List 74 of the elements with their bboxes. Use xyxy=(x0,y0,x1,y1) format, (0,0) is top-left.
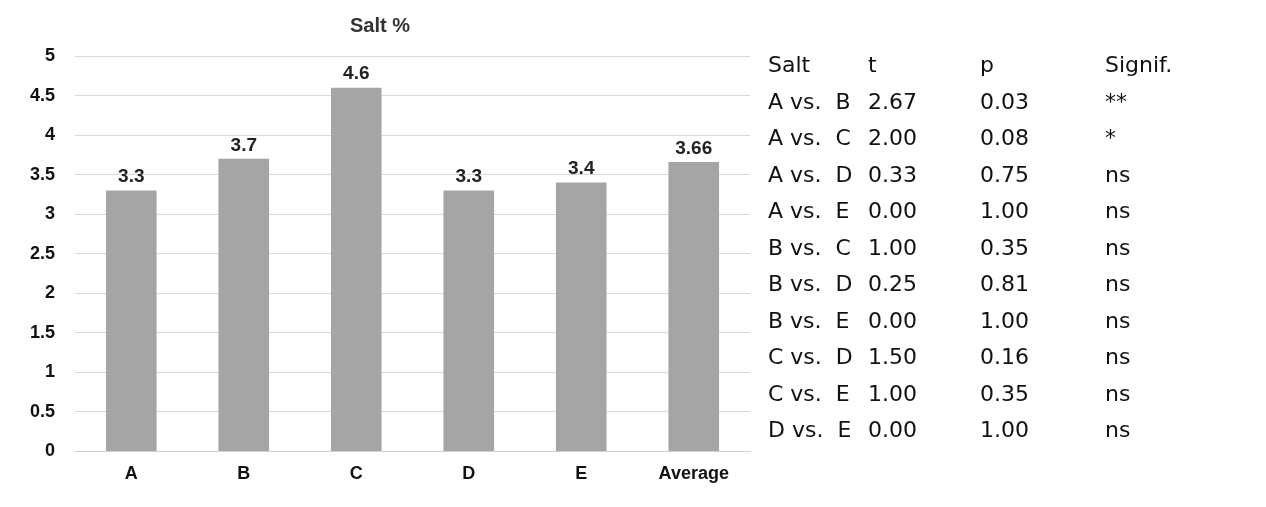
x-tick-label: A xyxy=(124,463,138,484)
text: A vs. E xyxy=(768,198,851,225)
text: 0.00 xyxy=(868,307,918,335)
text: B vs. D xyxy=(768,271,854,298)
text: 0.35 xyxy=(980,380,1030,408)
text: C vs. D xyxy=(768,344,854,371)
text: 0.00 xyxy=(868,417,918,444)
x-tick-label: Average xyxy=(658,463,729,484)
y-tick-label: 3 xyxy=(45,203,56,224)
chart-title: Salt % xyxy=(349,13,411,36)
text: ns xyxy=(1105,198,1132,225)
text: 0.00 xyxy=(868,198,918,225)
text: 0.81 xyxy=(980,271,1030,298)
text: ns xyxy=(1105,417,1132,444)
text: p xyxy=(980,52,995,79)
text: Signif. xyxy=(1105,52,1174,79)
bar xyxy=(105,190,157,451)
text: A vs. D xyxy=(768,161,854,189)
text: 1.00 xyxy=(980,417,1030,444)
bar xyxy=(218,158,270,451)
x-tick-label: D xyxy=(462,463,476,484)
data-label: 3.3 xyxy=(455,165,482,187)
x-tick-label: B xyxy=(237,463,251,484)
y-tick-label: 3.5 xyxy=(29,163,56,184)
text: A vs. C xyxy=(768,125,852,152)
text: ns xyxy=(1105,234,1132,262)
y-tick-label: 5 xyxy=(45,44,56,65)
text: 2.67 xyxy=(868,88,918,116)
x-tick-label: C xyxy=(349,463,363,484)
text: ns xyxy=(1105,307,1132,335)
text: C vs. E xyxy=(768,380,851,408)
y-tick-label: 0 xyxy=(45,440,56,461)
text: 0.08 xyxy=(980,125,1030,152)
text: D vs. E xyxy=(768,417,853,444)
x-tick-label: E xyxy=(575,463,588,484)
bar xyxy=(330,87,382,451)
text: 0.33 xyxy=(868,161,918,189)
bar xyxy=(555,182,607,451)
text: t xyxy=(868,52,878,79)
y-tick-label: 1 xyxy=(45,361,56,382)
y-tick-label: 4.5 xyxy=(29,84,56,105)
text: B vs. E xyxy=(768,307,851,335)
text: ns xyxy=(1105,271,1132,298)
text: A vs. B xyxy=(768,88,852,116)
text: * xyxy=(1105,125,1117,152)
y-tick-label: 2.5 xyxy=(29,242,56,263)
bar xyxy=(668,161,720,451)
text: Salt xyxy=(768,52,812,79)
y-tick-label: 1.5 xyxy=(29,321,56,342)
text: 2.00 xyxy=(868,125,918,152)
text: 0.16 xyxy=(980,344,1030,371)
text: 0.35 xyxy=(980,234,1030,262)
text: 1.00 xyxy=(868,380,918,408)
text: 1.00 xyxy=(980,307,1030,335)
data-label: 3.3 xyxy=(118,165,145,187)
data-label: 3.7 xyxy=(230,133,257,155)
data-label: 3.66 xyxy=(675,136,713,158)
y-tick-label: 0.5 xyxy=(29,400,56,421)
text: ns xyxy=(1105,161,1132,189)
text: 1.00 xyxy=(980,198,1030,225)
text: 0.25 xyxy=(868,271,918,298)
data-label: 3.4 xyxy=(568,157,595,179)
text: ns xyxy=(1105,380,1132,408)
text: 0.03 xyxy=(980,88,1030,116)
bar xyxy=(443,190,495,451)
text: B vs. C xyxy=(768,234,852,262)
y-tick-label: 4 xyxy=(45,124,56,145)
y-tick-label: 2 xyxy=(45,282,56,303)
text: 1.00 xyxy=(868,234,918,262)
text: ** xyxy=(1105,88,1128,116)
data-label: 4.6 xyxy=(343,62,370,84)
text: 1.50 xyxy=(868,344,918,371)
text: ns xyxy=(1105,344,1132,371)
text: 0.75 xyxy=(980,161,1030,189)
